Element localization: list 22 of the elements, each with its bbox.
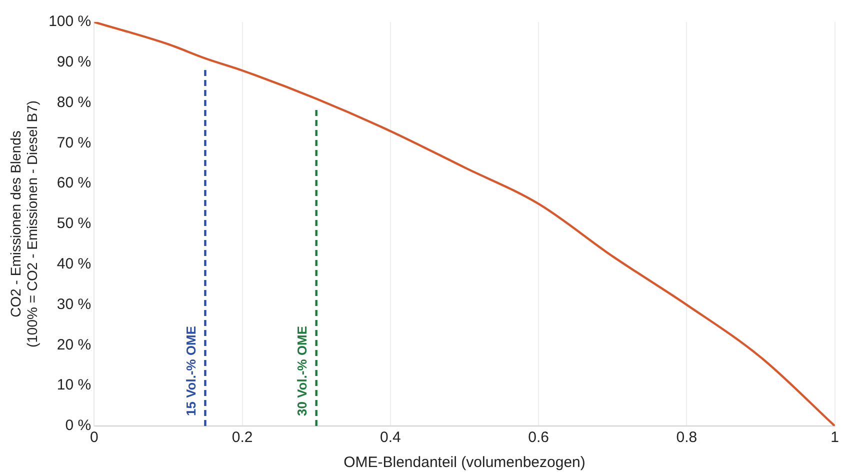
y-tick-label: 0 % — [65, 417, 92, 434]
y-axis-title: CO2 - Emissionen des Blends (100% = CO2 - Emissionen - Diesel B7) — [7, 100, 40, 348]
x-tick-label: 0.8 — [676, 429, 698, 446]
ref-line-label: 30 Vol.-% OME — [294, 326, 310, 416]
y-tick-label: 10 % — [56, 376, 92, 394]
y-tick-label: 70 % — [56, 134, 92, 152]
y-tick-label: 60 % — [56, 174, 92, 192]
ref-line-label: 15 Vol.-% OME — [183, 326, 198, 416]
x-tick-label: 0.6 — [528, 429, 549, 446]
y-tick-label: 30 % — [56, 296, 92, 313]
x-tick-label: 0.4 — [380, 429, 401, 446]
y-tick-label: 90 % — [56, 54, 92, 71]
x-tick-label: 0 — [90, 429, 98, 446]
x-tick-label: 0.2 — [232, 429, 253, 446]
line-series — [94, 22, 835, 426]
y-tick-label: 100 % — [48, 13, 92, 30]
y-tick-label: 50 % — [56, 215, 92, 232]
x-tick-label: 1 — [830, 429, 839, 446]
y-tick-label: 80 % — [56, 94, 92, 111]
y-tick-label: 40 % — [56, 256, 92, 273]
y-tick-label: 20 % — [56, 336, 92, 354]
x-axis-title: OME-Blendanteil (volumenbezogen) — [344, 454, 586, 472]
